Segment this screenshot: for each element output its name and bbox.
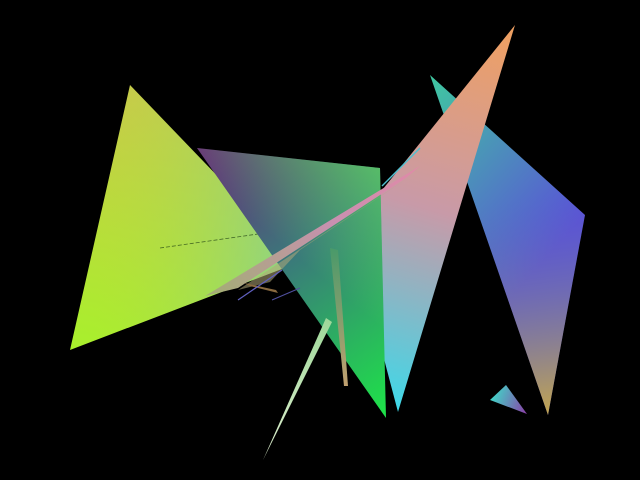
small-triangle-teal-purple [490, 385, 527, 414]
sliver-long-pale-green [263, 318, 332, 460]
sliver-diagonal-pink [205, 147, 421, 301]
triangle-tall-orange-cyan [350, 25, 515, 412]
sliver-vertical-olive [330, 248, 348, 386]
